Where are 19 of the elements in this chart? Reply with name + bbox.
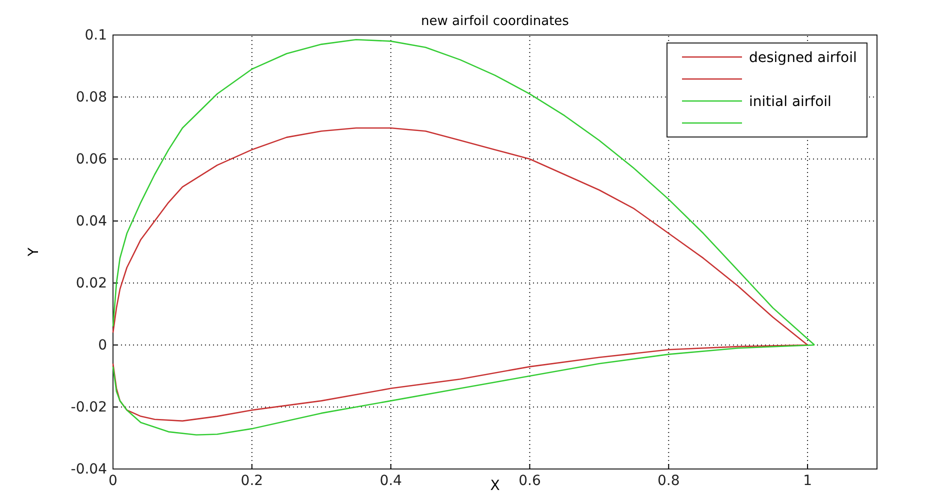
y-tick-label: 0.08 xyxy=(76,89,107,106)
y-tick-label: 0 xyxy=(98,337,107,354)
x-tick-label: 0 xyxy=(108,472,118,489)
x-tick-label: 1 xyxy=(803,472,812,489)
x-tick-label: 0.8 xyxy=(658,472,680,489)
x-axis-title: X xyxy=(490,478,500,491)
y-tick-label: 0.02 xyxy=(76,275,107,292)
legend-label: designed airfoil xyxy=(749,50,857,66)
y-tick-label: -0.04 xyxy=(70,461,108,478)
y-axis-title: Y xyxy=(26,247,42,258)
x-tick-label: 0.2 xyxy=(240,472,264,489)
legend-label: initial airfoil xyxy=(749,94,832,110)
y-tick-label: 0.1 xyxy=(84,27,107,44)
y-tick-label: 0.04 xyxy=(76,213,108,230)
chart-title: new airfoil coordinates xyxy=(421,14,570,29)
y-tick-label: -0.02 xyxy=(70,399,107,416)
x-tick-label: 0.6 xyxy=(518,472,541,489)
y-tick-label: 0.06 xyxy=(76,151,108,168)
x-tick-label: 0.4 xyxy=(380,472,402,489)
